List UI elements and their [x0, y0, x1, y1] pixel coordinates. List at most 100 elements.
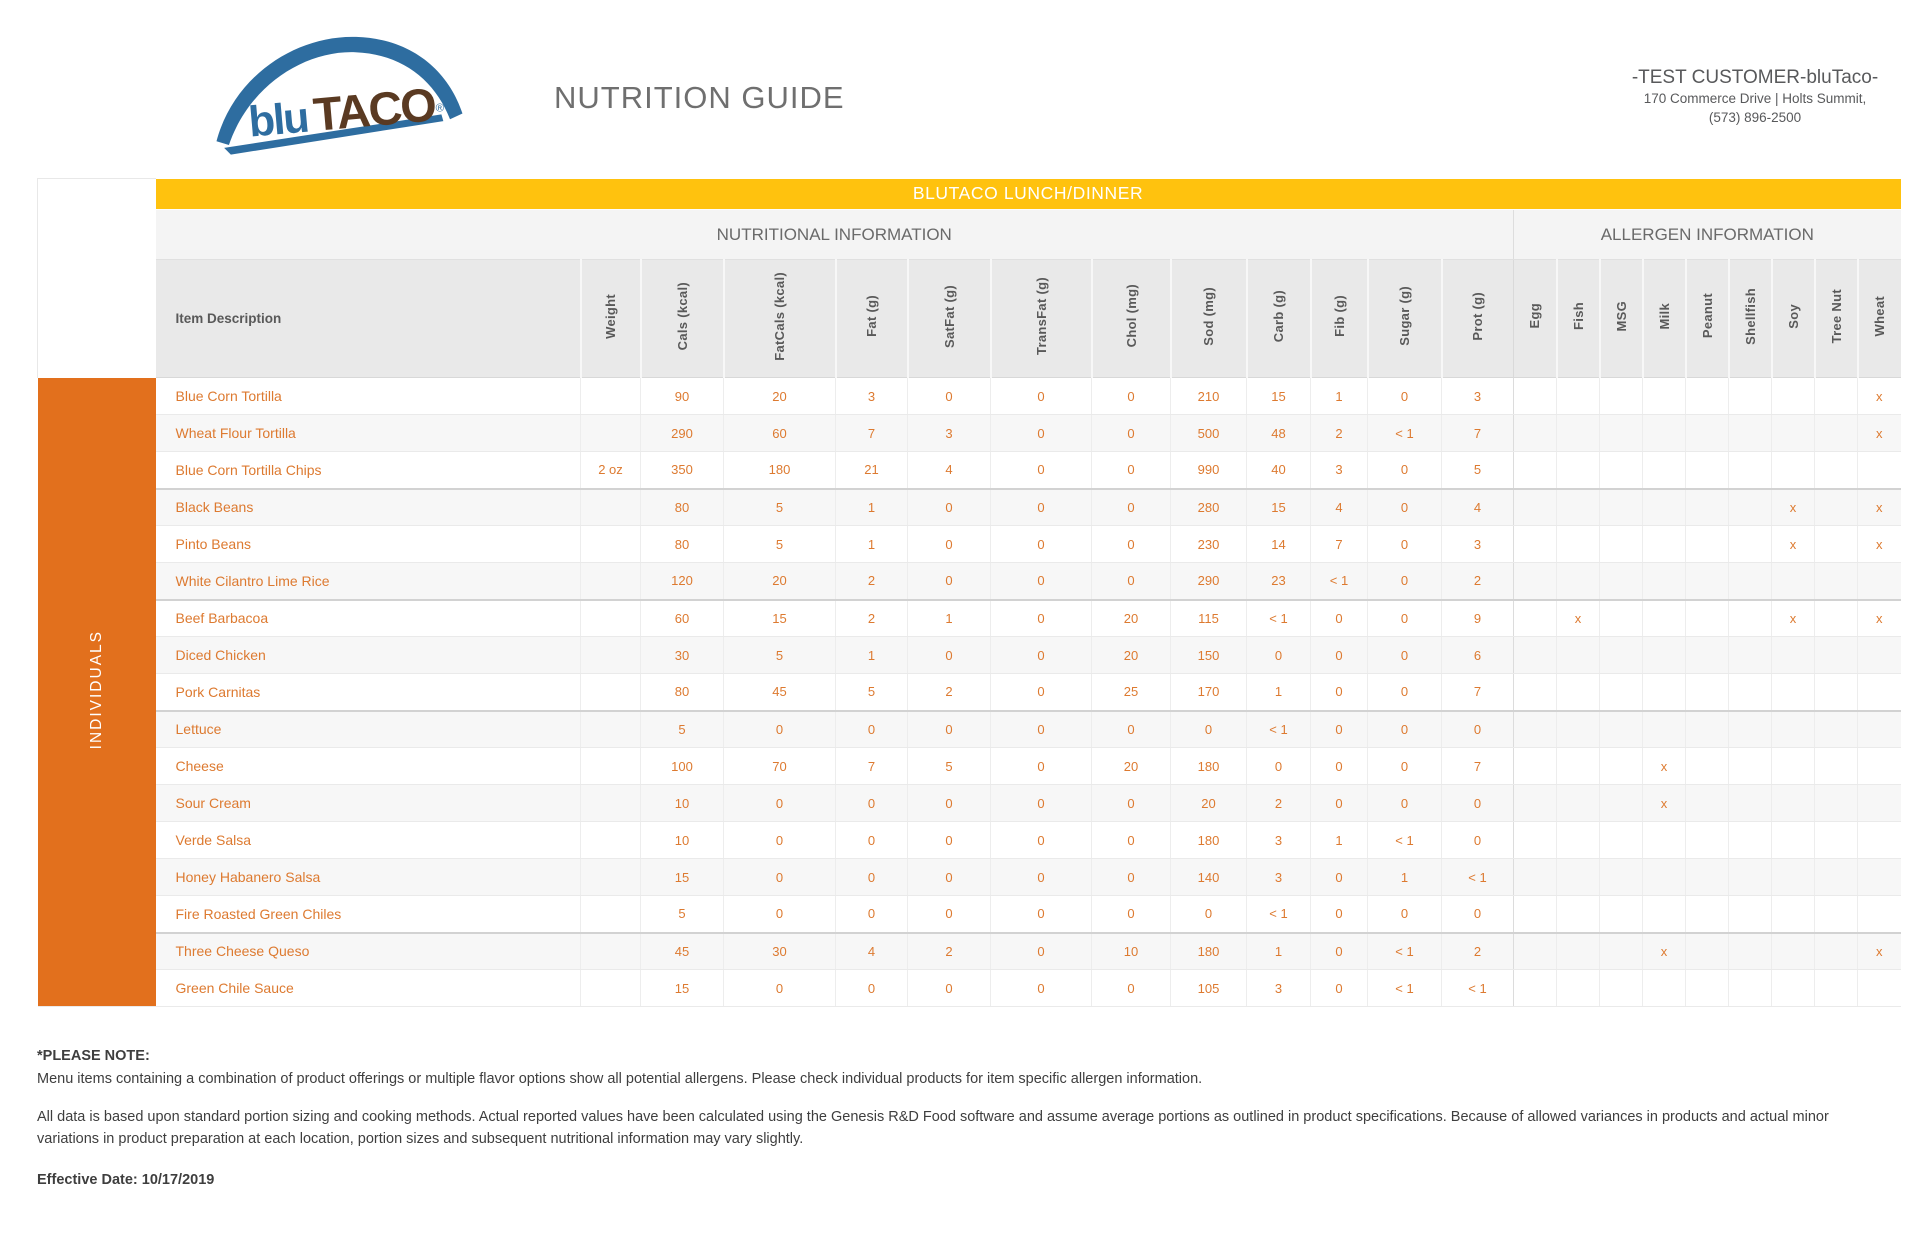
- nutrition-value: 0: [990, 969, 1092, 1007]
- allergen-mark: [1814, 895, 1858, 934]
- allergen-mark: [1856, 821, 1901, 859]
- allergen-mark: [1556, 858, 1600, 896]
- col-header-fatcals-kcal: FatCals (kcal): [722, 259, 836, 378]
- allergen-mark: [1599, 377, 1643, 415]
- allergen-mark: [1556, 710, 1600, 748]
- allergen-mark: [1599, 673, 1643, 712]
- nutrition-value: 2: [1441, 562, 1514, 601]
- nutrition-value: 2: [1246, 784, 1311, 822]
- nutrition-value: 180: [723, 451, 836, 490]
- nutrition-value: 180: [1170, 932, 1247, 970]
- allergen-mark: [1513, 451, 1557, 490]
- allergen-mark: [1685, 451, 1729, 490]
- nutrition-value: 0: [990, 562, 1092, 601]
- table-row: Pinto Beans 80 5 1 0 0 0 230 14 7 0 3 x x: [38, 525, 1901, 563]
- nutrition-value: 2: [1310, 414, 1368, 452]
- allergen-mark: [1599, 858, 1643, 896]
- col-header-wheat: Wheat: [1856, 259, 1901, 378]
- nutrition-value: [580, 673, 641, 712]
- col-header-fish: Fish: [1555, 259, 1600, 378]
- allergen-mark: [1599, 895, 1643, 934]
- allergen-mark: [1599, 710, 1643, 748]
- nutrition-value: 0: [1310, 636, 1368, 674]
- nutrition-value: 0: [1091, 488, 1171, 526]
- allergen-mark: [1642, 821, 1686, 859]
- allergen-mark: [1556, 562, 1600, 601]
- allergen-mark: [1856, 562, 1901, 601]
- allergen-mark: [1814, 969, 1858, 1007]
- taco-shell-arc: [216, 36, 463, 146]
- allergen-mark: [1642, 488, 1686, 526]
- allergen-mark: [1685, 747, 1729, 785]
- nutrition-value: 20: [723, 377, 836, 415]
- allergen-mark: [1599, 932, 1643, 970]
- nutrition-value: 0: [835, 969, 908, 1007]
- nutrition-value: 0: [990, 636, 1092, 674]
- nutrition-value: 30: [723, 932, 836, 970]
- col-header-soy: Soy: [1770, 259, 1815, 378]
- col-header-carb-g: Carb (g): [1245, 259, 1311, 378]
- nutrition-value: 1: [835, 488, 908, 526]
- allergen-mark: [1728, 488, 1772, 526]
- nutrition-value: 80: [640, 525, 724, 563]
- section-allergen-information: ALLERGEN INFORMATION: [1512, 209, 1901, 260]
- item-description-header: Item Description: [155, 259, 581, 378]
- allergen-mark: [1556, 969, 1600, 1007]
- nutrition-value: 0: [907, 377, 991, 415]
- nutrition-value: 0: [1091, 562, 1171, 601]
- allergen-mark: [1856, 969, 1901, 1007]
- allergen-mark: [1771, 636, 1815, 674]
- nutrition-value: 0: [1367, 895, 1442, 934]
- nutrition-value: 0: [907, 858, 991, 896]
- item-name: Diced Chicken: [155, 636, 581, 674]
- allergen-mark: x: [1856, 414, 1901, 452]
- allergen-mark: [1556, 784, 1600, 822]
- nutrition-value: [580, 636, 641, 674]
- allergen-mark: x: [1556, 599, 1600, 637]
- nutrition-value: 2: [907, 932, 991, 970]
- nutrition-value: 5: [640, 710, 724, 748]
- allergen-mark: [1814, 562, 1858, 601]
- nutrition-value: 0: [990, 747, 1092, 785]
- nutrition-value: 20: [1091, 599, 1171, 637]
- nutrition-value: < 1: [1246, 710, 1311, 748]
- nutrition-value: 1: [835, 636, 908, 674]
- nutrition-value: [580, 821, 641, 859]
- col-header-sod-mg: Sod (mg): [1169, 259, 1247, 378]
- nutrition-value: [580, 784, 641, 822]
- allergen-mark: [1685, 636, 1729, 674]
- nutrition-value: < 1: [1367, 969, 1442, 1007]
- item-name: Green Chile Sauce: [155, 969, 581, 1007]
- nutrition-value: 20: [723, 562, 836, 601]
- allergen-mark: x: [1642, 932, 1686, 970]
- nutrition-value: 0: [723, 821, 836, 859]
- nutrition-value: 0: [1310, 932, 1368, 970]
- nutrition-value: 0: [990, 858, 1092, 896]
- table-row: Green Chile Sauce 15 0 0 0 0 0 105 3 0 < 1 < 1: [38, 969, 1901, 1007]
- nutrition-value: 3: [1246, 969, 1311, 1007]
- table-row: Blue Corn Tortilla Chips 2 oz 350 180 21 4 0 0 9…: [38, 451, 1901, 490]
- nutrition-value: < 1: [1246, 599, 1311, 637]
- nutrition-value: < 1: [1367, 932, 1442, 970]
- allergen-mark: [1556, 525, 1600, 563]
- nutrition-value: 0: [907, 710, 991, 748]
- allergen-mark: [1728, 599, 1772, 637]
- nutrition-value: 3: [1441, 377, 1514, 415]
- nutrition-value: 105: [1170, 969, 1247, 1007]
- nutrition-value: 0: [1310, 784, 1368, 822]
- nutrition-value: 15: [640, 858, 724, 896]
- col-header-fat-g: Fat (g): [834, 259, 908, 378]
- nutrition-value: 150: [1170, 636, 1247, 674]
- nutrition-value: 0: [1246, 747, 1311, 785]
- nutrition-value: 90: [640, 377, 724, 415]
- nutrition-value: 5: [723, 488, 836, 526]
- nutrition-value: 10: [640, 821, 724, 859]
- allergen-mark: [1728, 414, 1772, 452]
- allergen-mark: [1771, 895, 1815, 934]
- nutrition-value: 0: [1246, 636, 1311, 674]
- allergen-mark: x: [1856, 525, 1901, 563]
- allergen-mark: x: [1771, 488, 1815, 526]
